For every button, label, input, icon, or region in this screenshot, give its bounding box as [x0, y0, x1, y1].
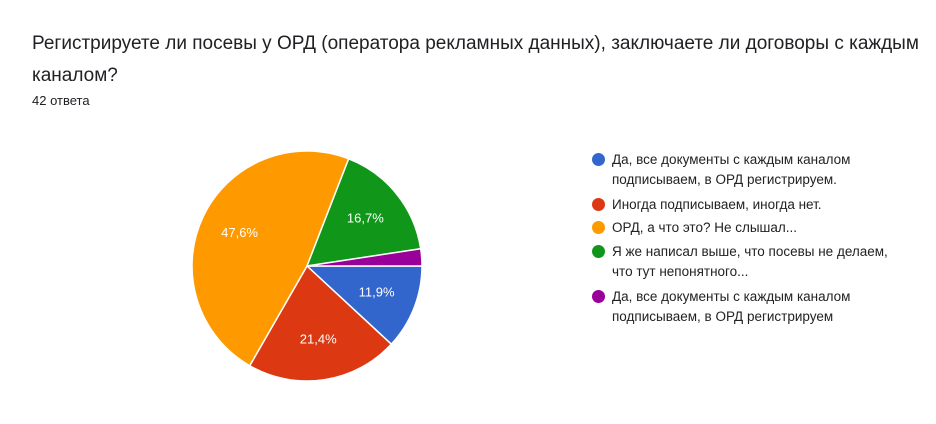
pie-slice: [306, 247, 423, 267]
slice-label: 16,7%: [347, 211, 384, 226]
response-count: 42 ответа: [32, 93, 90, 108]
slice-label: 21,4%: [300, 331, 337, 346]
legend-item: ОРД, а что это? Не слышал...: [592, 218, 902, 238]
pie-slice: [191, 150, 350, 367]
legend-item: Иногда подписываем, иногда нет.: [592, 195, 902, 215]
legend-swatch: [592, 290, 605, 303]
legend-swatch: [592, 198, 605, 211]
chart-title: Регистрируете ли посевы у ОРД (оператора…: [32, 33, 919, 86]
legend-label: Да, все документы с каждым каналом подпи…: [612, 152, 851, 187]
legend-item: Я же написал выше, что посевы не делаем,…: [592, 242, 902, 282]
slice-label: 11,9%: [359, 285, 395, 300]
legend-label: Да, все документы с каждым каналом подпи…: [612, 289, 851, 324]
legend-item: Да, все документы с каждым каналом подпи…: [592, 150, 902, 190]
legend-item: Да, все документы с каждым каналом подпи…: [592, 287, 902, 327]
legend-label: Иногда подписываем, иногда нет.: [612, 197, 822, 212]
legend-swatch: [592, 221, 605, 234]
pie-slice: [248, 264, 393, 382]
legend-label: ОРД, а что это? Не слышал...: [612, 220, 798, 235]
pie-slice: [305, 157, 422, 267]
legend-label: Я же написал выше, что посевы не делаем,…: [612, 244, 888, 279]
slice-label: 47,6%: [221, 225, 258, 240]
legend-swatch: [592, 153, 605, 166]
legend-swatch: [592, 245, 605, 258]
pie-slice: [305, 265, 423, 346]
